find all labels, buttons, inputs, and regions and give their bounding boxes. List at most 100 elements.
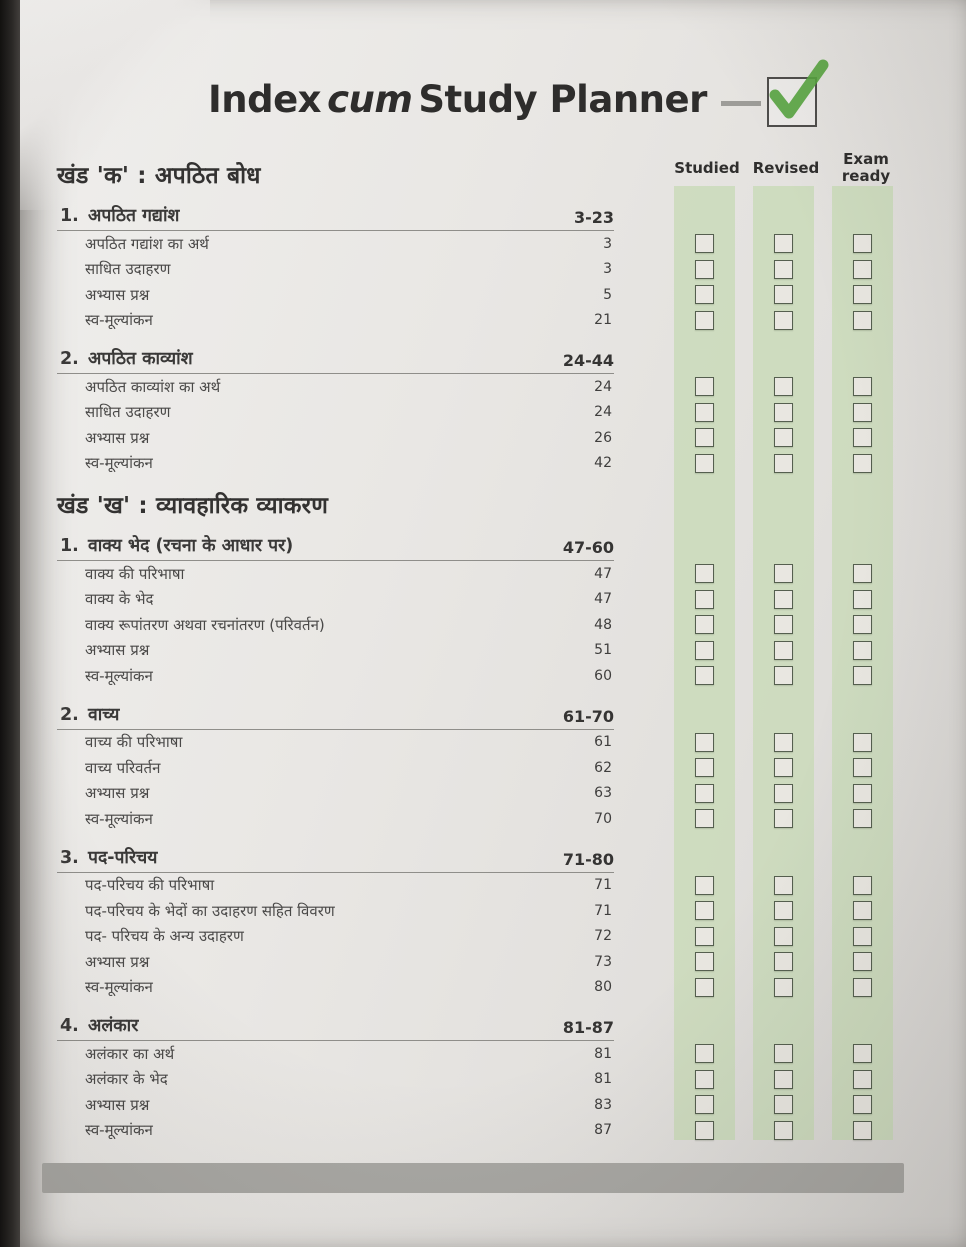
section-heading: खंड 'ख' : व्यावहारिक व्याकरण bbox=[57, 493, 329, 519]
exam-ready-checkbox[interactable] bbox=[853, 615, 872, 635]
toc-item-row: वाच्य परिवर्तन 62 bbox=[57, 755, 966, 781]
exam-ready-checkbox[interactable] bbox=[853, 428, 872, 448]
revised-checkbox[interactable] bbox=[774, 1069, 793, 1089]
revised-checkbox[interactable] bbox=[774, 809, 793, 829]
studied-checkbox[interactable] bbox=[695, 952, 714, 972]
studied-checkbox[interactable] bbox=[695, 402, 714, 422]
exam-ready-checkbox[interactable] bbox=[853, 809, 872, 829]
toc-item-page-number: 42 bbox=[594, 455, 612, 472]
exam-ready-checkbox[interactable] bbox=[853, 285, 872, 305]
exam-ready-checkbox[interactable] bbox=[853, 901, 872, 921]
exam-ready-checkbox[interactable] bbox=[853, 402, 872, 422]
revised-checkbox[interactable] bbox=[774, 732, 793, 752]
checkbox-cell bbox=[753, 451, 814, 477]
studied-checkbox[interactable] bbox=[695, 310, 714, 330]
revised-checkbox[interactable] bbox=[774, 259, 793, 279]
revised-checkbox[interactable] bbox=[774, 453, 793, 473]
toc-item-label: स्व-मूल्यांकन bbox=[85, 311, 153, 330]
exam-ready-checkbox[interactable] bbox=[853, 589, 872, 609]
exam-ready-checkbox[interactable] bbox=[853, 259, 872, 279]
title-study-planner: Study Planner bbox=[418, 77, 707, 121]
revised-checkbox[interactable] bbox=[774, 615, 793, 635]
checkbox-cell bbox=[832, 257, 893, 283]
exam-ready-checkbox[interactable] bbox=[853, 1069, 872, 1089]
exam-ready-checkbox[interactable] bbox=[853, 453, 872, 473]
checkbox-cell bbox=[832, 755, 893, 781]
exam-ready-checkbox[interactable] bbox=[853, 1044, 872, 1064]
revised-checkbox[interactable] bbox=[774, 285, 793, 305]
studied-checkbox[interactable] bbox=[695, 783, 714, 803]
studied-checkbox[interactable] bbox=[695, 732, 714, 752]
toc-item-label: स्व-मूल्यांकन bbox=[85, 809, 153, 828]
column-header-revised: Revised bbox=[752, 159, 820, 177]
studied-checkbox[interactable] bbox=[695, 589, 714, 609]
studied-checkbox[interactable] bbox=[695, 615, 714, 635]
exam-ready-checkbox[interactable] bbox=[853, 377, 872, 397]
studied-checkbox[interactable] bbox=[695, 901, 714, 921]
revised-checkbox[interactable] bbox=[774, 377, 793, 397]
revised-checkbox[interactable] bbox=[774, 234, 793, 254]
studied-checkbox[interactable] bbox=[695, 977, 714, 997]
exam-ready-checkbox[interactable] bbox=[853, 977, 872, 997]
revised-checkbox[interactable] bbox=[774, 875, 793, 895]
toc-item-row: पद- परिचय के अन्य उदाहरण 72 bbox=[57, 924, 966, 950]
exam-ready-checkbox[interactable] bbox=[853, 758, 872, 778]
studied-checkbox[interactable] bbox=[695, 453, 714, 473]
revised-checkbox[interactable] bbox=[774, 428, 793, 448]
revised-checkbox[interactable] bbox=[774, 1120, 793, 1140]
exam-ready-checkbox[interactable] bbox=[853, 310, 872, 330]
studied-checkbox[interactable] bbox=[695, 758, 714, 778]
revised-checkbox[interactable] bbox=[774, 402, 793, 422]
checkbox-cell bbox=[674, 806, 735, 832]
exam-ready-checkbox[interactable] bbox=[853, 1120, 872, 1140]
studied-checkbox[interactable] bbox=[695, 809, 714, 829]
exam-ready-checkbox[interactable] bbox=[853, 952, 872, 972]
studied-checkbox[interactable] bbox=[695, 1069, 714, 1089]
toc-item-row: स्व-मूल्यांकन 80 bbox=[57, 975, 966, 1001]
studied-checkbox[interactable] bbox=[695, 926, 714, 946]
studied-checkbox[interactable] bbox=[695, 285, 714, 305]
studied-checkbox[interactable] bbox=[695, 234, 714, 254]
exam-ready-checkbox[interactable] bbox=[853, 926, 872, 946]
revised-checkbox[interactable] bbox=[774, 589, 793, 609]
exam-ready-checkbox[interactable] bbox=[853, 234, 872, 254]
revised-checkbox[interactable] bbox=[774, 758, 793, 778]
studied-checkbox[interactable] bbox=[695, 1095, 714, 1115]
studied-checkbox[interactable] bbox=[695, 428, 714, 448]
toc-item-page-number: 62 bbox=[594, 759, 612, 776]
revised-checkbox[interactable] bbox=[774, 564, 793, 584]
toc-item-row: अपठित काव्यांश का अर्थ 24 bbox=[57, 374, 966, 400]
toc-item-page-number: 47 bbox=[594, 591, 612, 608]
exam-ready-checkbox[interactable] bbox=[853, 732, 872, 752]
chapter-heading: 2. वाच्य 61-70 bbox=[57, 699, 614, 730]
revised-checkbox[interactable] bbox=[774, 901, 793, 921]
checkbox-cell bbox=[674, 781, 735, 807]
exam-ready-checkbox[interactable] bbox=[853, 875, 872, 895]
studied-checkbox[interactable] bbox=[695, 1044, 714, 1064]
studied-checkbox[interactable] bbox=[695, 666, 714, 686]
studied-checkbox[interactable] bbox=[695, 564, 714, 584]
studied-checkbox[interactable] bbox=[695, 1120, 714, 1140]
studied-checkbox[interactable] bbox=[695, 875, 714, 895]
revised-checkbox[interactable] bbox=[774, 666, 793, 686]
revised-checkbox[interactable] bbox=[774, 1095, 793, 1115]
exam-ready-checkbox[interactable] bbox=[853, 1095, 872, 1115]
exam-ready-checkbox[interactable] bbox=[853, 666, 872, 686]
revised-checkbox[interactable] bbox=[774, 977, 793, 997]
toc-item-row: अभ्यास प्रश्न 5 bbox=[57, 282, 966, 308]
revised-checkbox[interactable] bbox=[774, 952, 793, 972]
exam-ready-checkbox[interactable] bbox=[853, 640, 872, 660]
studied-checkbox[interactable] bbox=[695, 640, 714, 660]
exam-ready-checkbox[interactable] bbox=[853, 783, 872, 803]
exam-ready-checkbox[interactable] bbox=[853, 564, 872, 584]
studied-checkbox[interactable] bbox=[695, 377, 714, 397]
checkbox-cell bbox=[674, 924, 735, 950]
studied-checkbox[interactable] bbox=[695, 259, 714, 279]
revised-checkbox[interactable] bbox=[774, 926, 793, 946]
revised-checkbox[interactable] bbox=[774, 783, 793, 803]
revised-checkbox[interactable] bbox=[774, 640, 793, 660]
revised-checkbox[interactable] bbox=[774, 1044, 793, 1064]
toc-item-page-number: 61 bbox=[594, 734, 612, 751]
chapter-heading: 4. अलंकार 81-87 bbox=[57, 1010, 614, 1041]
revised-checkbox[interactable] bbox=[774, 310, 793, 330]
